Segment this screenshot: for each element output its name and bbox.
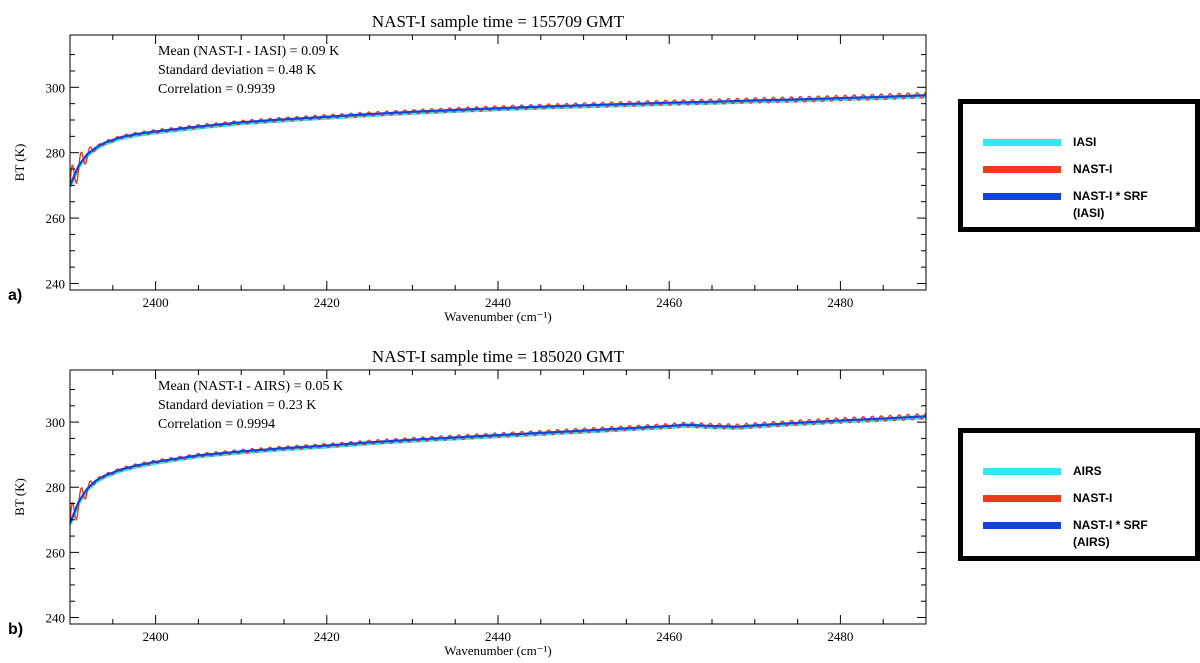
x-axis-label: Wavenumber (cm⁻¹): [444, 643, 552, 658]
chart-title: NAST-I sample time = 185020 GMT: [372, 347, 625, 366]
panel-letter-b: b): [8, 621, 24, 638]
y-tick-label: 300: [46, 415, 66, 430]
stats-annotation: Standard deviation = 0.23 K: [158, 398, 316, 413]
legend-swatch: [983, 166, 1061, 173]
stats-annotation: Mean (NAST-I - IASI) = 0.09 K: [158, 44, 339, 59]
chart-panel-b: 2400 2420 2440 2460 2480 240 260 280 300 NAST-I s…: [12, 347, 927, 658]
y-tick-label: 260: [46, 211, 66, 226]
plot-area: [70, 412, 926, 526]
stats-annotation: Correlation = 0.9994: [158, 417, 275, 432]
legend-swatch: [983, 468, 1061, 475]
stats-annotation: Standard deviation = 0.48 K: [158, 63, 316, 78]
plot-area: [70, 91, 926, 188]
legend-swatch: [983, 495, 1061, 502]
legend-label: NAST-I: [1073, 491, 1113, 505]
x-axis-label: Wavenumber (cm⁻¹): [444, 309, 552, 324]
y-tick-label: 240: [46, 610, 66, 625]
y-tick-label: 300: [46, 80, 66, 95]
y-tick-label: 240: [46, 276, 66, 291]
x-tick-label: 2460: [656, 629, 682, 644]
legend-swatch: [983, 522, 1061, 529]
x-tick-label: 2440: [485, 629, 511, 644]
x-tick-label: 2420: [314, 295, 340, 310]
x-tick-label: 2480: [827, 295, 853, 310]
legend-swatch: [983, 193, 1061, 200]
legend-swatch: [983, 139, 1061, 146]
series-line: [70, 416, 926, 526]
y-tick-label: 280: [46, 146, 66, 161]
series-line: [70, 412, 926, 524]
series-line: [70, 94, 926, 186]
x-tick-label: 2400: [143, 295, 169, 310]
stats-annotation: Correlation = 0.9939: [158, 82, 275, 97]
legend-label: NAST-I * SRF (AIRS): [1073, 518, 1148, 549]
chart-title: NAST-I sample time = 155709 GMT: [372, 12, 625, 31]
legend-b: AIRS NAST-I NAST-I * SRF (AIRS): [958, 428, 1200, 561]
y-axis-label: BT (K): [12, 478, 27, 516]
y-tick-label: 280: [46, 480, 66, 495]
series-line: [70, 415, 926, 524]
x-tick-label: 2400: [143, 629, 169, 644]
legend-a: IASI NAST-I NAST-I * SRF (IASI): [958, 99, 1200, 232]
stats-annotation: Mean (NAST-I - AIRS) = 0.05 K: [158, 379, 343, 394]
legend-label: AIRS: [1073, 464, 1102, 478]
legend-label: NAST-I: [1073, 162, 1113, 176]
legend-label: IASI: [1073, 135, 1097, 149]
x-tick-label: 2420: [314, 629, 340, 644]
y-axis-label: BT (K): [12, 144, 27, 182]
chart-panel-a: 2400 2420 2440 2460 2480 240 260 280 300 NAST-I s…: [12, 12, 927, 324]
y-tick-label: 260: [46, 545, 66, 560]
x-tick-label: 2460: [656, 295, 682, 310]
x-tick-label: 2480: [827, 629, 853, 644]
legend-label: NAST-I * SRF (IASI): [1073, 189, 1148, 220]
series-line: [70, 91, 926, 186]
panel-letter-a: a): [8, 287, 23, 304]
x-tick-label: 2440: [485, 295, 511, 310]
